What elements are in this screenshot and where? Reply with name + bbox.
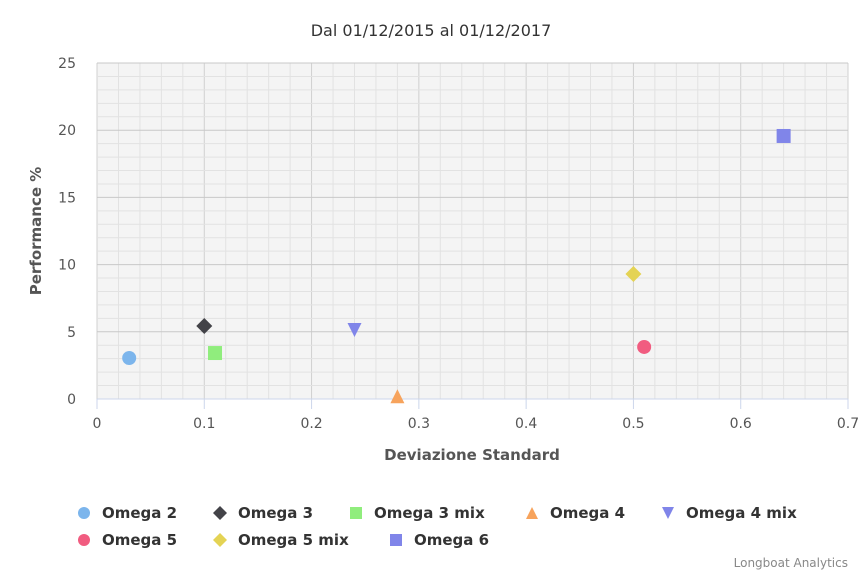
legend-item[interactable]: Omega 5 bbox=[78, 531, 177, 549]
x-tick-label: 0.6 bbox=[730, 416, 752, 432]
y-tick-label: 0 bbox=[67, 392, 76, 408]
legend-label: Omega 3 mix bbox=[374, 504, 485, 522]
y-tick-label: 20 bbox=[58, 123, 76, 139]
legend-item[interactable]: Omega 3 bbox=[213, 504, 313, 522]
x-tick-label: 0.7 bbox=[837, 416, 859, 432]
legend-label: Omega 5 mix bbox=[238, 531, 349, 549]
y-tick-label: 5 bbox=[67, 325, 76, 341]
legend-item[interactable]: Omega 2 bbox=[78, 504, 177, 522]
legend-item[interactable]: Omega 5 mix bbox=[213, 531, 349, 549]
x-tick-label: 0.4 bbox=[515, 416, 537, 432]
x-axis-label: Deviazione Standard bbox=[384, 446, 560, 464]
data-point-omega-4-mix[interactable] bbox=[347, 323, 362, 338]
x-tick-label: 0.2 bbox=[300, 416, 322, 432]
credits[interactable]: Longboat Analytics bbox=[734, 556, 848, 570]
legend-item[interactable]: Omega 3 mix bbox=[350, 504, 485, 522]
points bbox=[122, 128, 791, 404]
legend-item[interactable]: Omega 6 bbox=[390, 531, 489, 549]
data-point-omega-5-mix[interactable] bbox=[625, 266, 642, 283]
legend-label: Omega 2 bbox=[102, 504, 177, 522]
legend-label: Omega 3 bbox=[238, 504, 313, 522]
legend-item[interactable]: Omega 4 mix bbox=[662, 504, 797, 522]
data-point-omega-5[interactable] bbox=[637, 339, 652, 354]
y-tick-label: 15 bbox=[58, 190, 76, 206]
legend: Omega 2 Omega 3 Omega 3 mix Omega 4 Omega 4 … bbox=[78, 504, 797, 549]
y-tick-label: 10 bbox=[58, 258, 76, 274]
legend-label: Omega 4 mix bbox=[686, 504, 797, 522]
legend-symbol-circle-icon bbox=[78, 507, 90, 519]
legend-symbol-circle-icon bbox=[78, 534, 90, 546]
x-tick-label: 0.1 bbox=[193, 416, 215, 432]
grid bbox=[96, 62, 849, 400]
legend-symbol-diamond-icon bbox=[213, 506, 227, 520]
data-point-omega-4[interactable] bbox=[390, 389, 405, 404]
x-tick-label: 0 bbox=[93, 416, 102, 432]
x-tick-label: 0.5 bbox=[622, 416, 644, 432]
legend-symbol-triangle-down-icon bbox=[662, 507, 674, 519]
x-tick-label: 0.3 bbox=[408, 416, 430, 432]
data-point-omega-3-mix[interactable] bbox=[208, 346, 223, 361]
data-point-omega-2[interactable] bbox=[122, 351, 137, 366]
legend-label: Omega 5 bbox=[102, 531, 177, 549]
plot-background bbox=[97, 63, 848, 399]
legend-symbol-diamond-icon bbox=[213, 533, 227, 547]
data-point-omega-3[interactable] bbox=[196, 318, 213, 335]
data-point-omega-6[interactable] bbox=[776, 128, 791, 143]
legend-symbol-triangle-icon bbox=[526, 507, 538, 519]
legend-symbol-square-icon bbox=[390, 534, 402, 546]
legend-label: Omega 4 bbox=[550, 504, 625, 522]
y-tick-label: 25 bbox=[58, 56, 76, 72]
chart-title: Dal 01/12/2015 al 01/12/2017 bbox=[311, 21, 552, 40]
legend-item[interactable]: Omega 4 bbox=[526, 504, 625, 522]
legend-label: Omega 6 bbox=[414, 531, 489, 549]
ticks: 0 0.1 0.2 0.3 0.4 0.5 0.6 0.7 0 5 10 15 20 25 bbox=[58, 56, 859, 432]
y-axis-label: Performance % bbox=[27, 167, 45, 296]
legend-symbol-square-icon bbox=[350, 507, 362, 519]
